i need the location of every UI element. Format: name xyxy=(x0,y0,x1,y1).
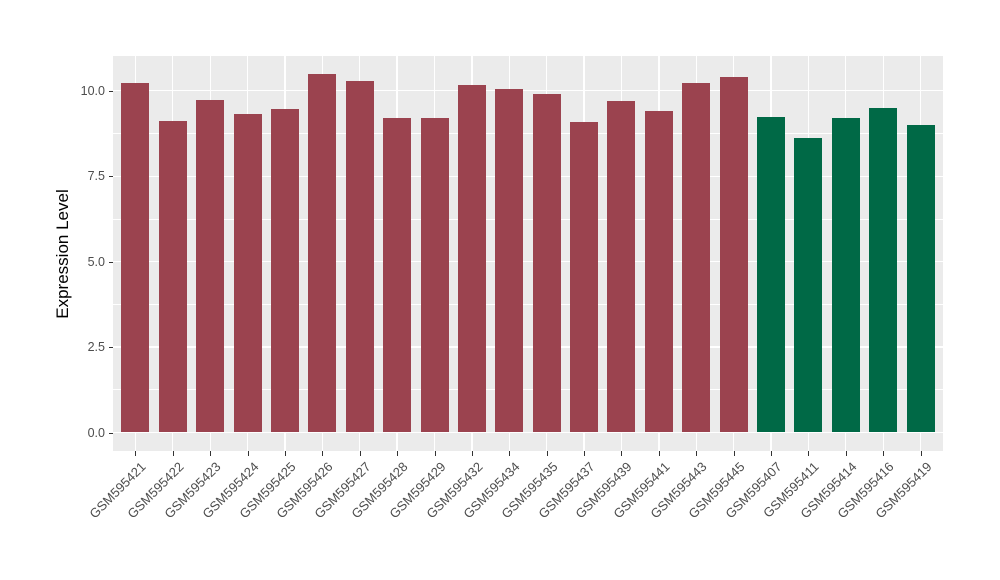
y-tick-mark xyxy=(108,347,113,349)
x-tick-mark xyxy=(247,451,249,456)
y-tick-mark xyxy=(108,176,113,178)
x-tick-mark xyxy=(883,451,885,456)
bar-GSM595437 xyxy=(570,122,599,433)
bar-GSM595443 xyxy=(682,83,711,433)
x-tick-mark xyxy=(210,451,212,456)
bar-GSM595445 xyxy=(719,76,748,433)
y-tick-label: 5.0 xyxy=(87,254,105,269)
x-tick-mark xyxy=(322,451,324,456)
x-tick-mark xyxy=(584,451,586,456)
y-axis-title: Expression Level xyxy=(53,188,72,319)
bar-GSM595421 xyxy=(121,82,150,433)
bar-GSM595422 xyxy=(158,121,187,433)
major-gridline xyxy=(113,175,943,177)
major-gridline xyxy=(113,260,943,263)
x-tick-mark xyxy=(733,451,735,456)
x-tick-mark xyxy=(471,451,473,456)
bar-GSM595411 xyxy=(794,137,823,433)
bar-GSM595426 xyxy=(308,74,337,433)
bar-GSM595419 xyxy=(906,124,935,433)
minor-gridline xyxy=(113,218,943,220)
bar-GSM595425 xyxy=(270,108,299,433)
x-tick-mark xyxy=(135,451,137,456)
bar-GSM595407 xyxy=(756,116,786,433)
x-tick-mark xyxy=(546,451,548,456)
x-tick-mark xyxy=(621,451,623,456)
x-tick-mark xyxy=(771,451,773,456)
minor-gridline xyxy=(113,389,943,391)
minor-gridline xyxy=(113,304,943,305)
x-tick-mark xyxy=(920,451,922,456)
bar-GSM595424 xyxy=(233,113,262,433)
bar-GSM595427 xyxy=(345,81,374,433)
major-gridline xyxy=(113,346,943,348)
bar-GSM595432 xyxy=(457,85,486,433)
x-tick-mark xyxy=(696,451,698,456)
x-tick-mark xyxy=(808,451,810,456)
x-tick-mark xyxy=(284,451,286,456)
major-gridline xyxy=(113,431,943,434)
bar-GSM595416 xyxy=(869,107,898,433)
y-tick-label: 0.0 xyxy=(87,425,105,440)
bar-GSM595429 xyxy=(420,117,449,433)
x-tick-mark xyxy=(658,451,660,456)
plot-panel xyxy=(113,56,943,451)
x-tick-mark xyxy=(845,451,847,456)
x-tick-mark xyxy=(359,451,361,456)
x-tick-mark xyxy=(172,451,174,456)
y-tick-mark xyxy=(108,261,113,263)
x-tick-mark xyxy=(509,451,511,456)
bar-GSM595441 xyxy=(644,110,673,433)
bar-GSM595414 xyxy=(831,117,860,433)
y-tick-mark xyxy=(108,432,113,434)
bar-GSM595423 xyxy=(196,99,225,433)
y-tick-label: 10.0 xyxy=(80,83,105,98)
x-tick-mark xyxy=(434,451,436,456)
x-tick-mark xyxy=(397,451,399,456)
major-gridline xyxy=(113,90,943,92)
bar-GSM595435 xyxy=(532,94,561,433)
bar-GSM595434 xyxy=(495,88,524,433)
y-tick-label: 7.5 xyxy=(87,169,105,184)
y-tick-mark xyxy=(108,90,113,92)
minor-gridline xyxy=(113,133,943,134)
bar-GSM595428 xyxy=(383,117,412,433)
bar-GSM595439 xyxy=(607,100,636,433)
y-tick-label: 2.5 xyxy=(87,340,105,355)
